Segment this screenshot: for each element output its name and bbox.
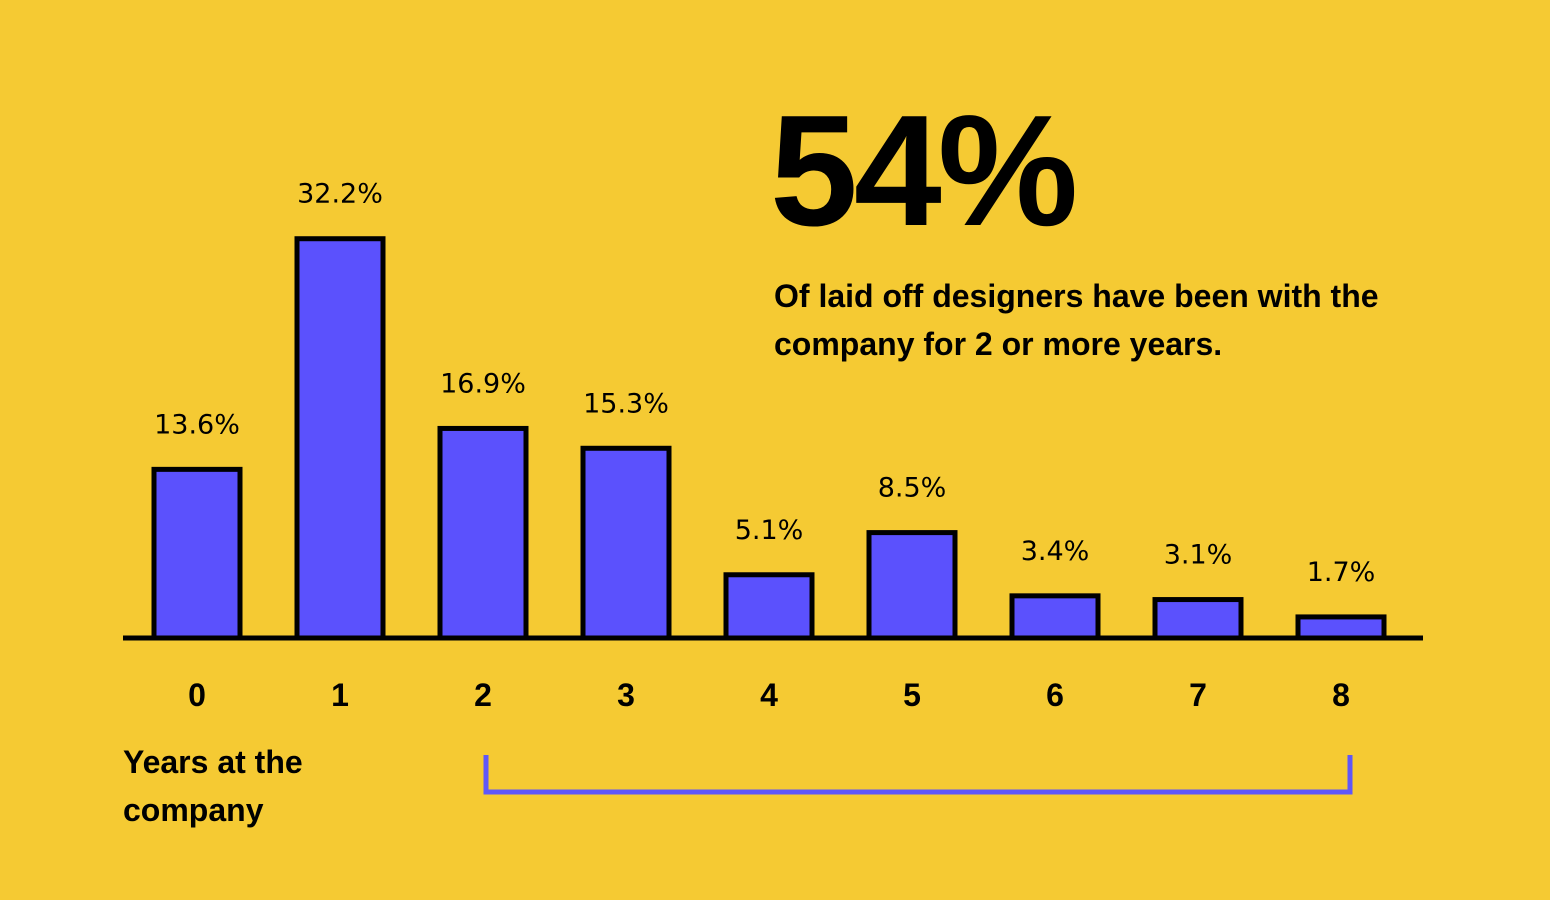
value-label-year-2: 16.9% (440, 368, 526, 399)
bar-year-2 (437, 425, 529, 641)
bar-year-7 (1152, 597, 1244, 641)
bars-group (151, 236, 1387, 641)
x-tick-label-1: 1 (331, 677, 349, 713)
bar-year-8 (1295, 614, 1387, 641)
highlight-stat-caption: Of laid off designers have been with the… (774, 278, 1379, 362)
value-label-year-4: 5.1% (735, 515, 804, 546)
value-labels-group: 13.6% 32.2% 16.9% 15.3% 5.1% 8.5% 3.4% 3.1% 1.7% (154, 179, 1375, 588)
x-tick-label-6: 6 (1046, 677, 1064, 713)
x-tick-label-3: 3 (617, 677, 635, 713)
value-label-year-6: 3.4% (1021, 536, 1090, 567)
value-label-year-0: 13.6% (154, 409, 240, 440)
bar-year-4 (723, 572, 815, 641)
x-tick-label-8: 8 (1332, 677, 1350, 713)
x-tick-label-7: 7 (1189, 677, 1207, 713)
bar-year-3 (580, 445, 672, 641)
bar-year-1 (294, 236, 386, 641)
bar-year-0 (151, 466, 243, 641)
highlight-stat-value: 54% (770, 83, 1078, 259)
bar-year-6 (1009, 593, 1101, 641)
x-tick-label-5: 5 (903, 677, 921, 713)
value-label-year-8: 1.7% (1307, 557, 1376, 588)
bar-year-5 (866, 530, 958, 641)
value-label-year-3: 15.3% (583, 388, 669, 419)
x-axis-title: Years at the company (123, 744, 303, 828)
x-tick-labels-group: 0 1 2 3 4 5 6 7 8 (188, 677, 1350, 713)
x-tick-label-2: 2 (474, 677, 492, 713)
range-bracket (483, 755, 1353, 795)
value-label-year-5: 8.5% (878, 473, 947, 504)
value-label-year-1: 32.2% (297, 179, 383, 210)
x-tick-label-4: 4 (760, 677, 778, 713)
value-label-year-7: 3.1% (1164, 540, 1233, 571)
x-tick-label-0: 0 (188, 677, 206, 713)
